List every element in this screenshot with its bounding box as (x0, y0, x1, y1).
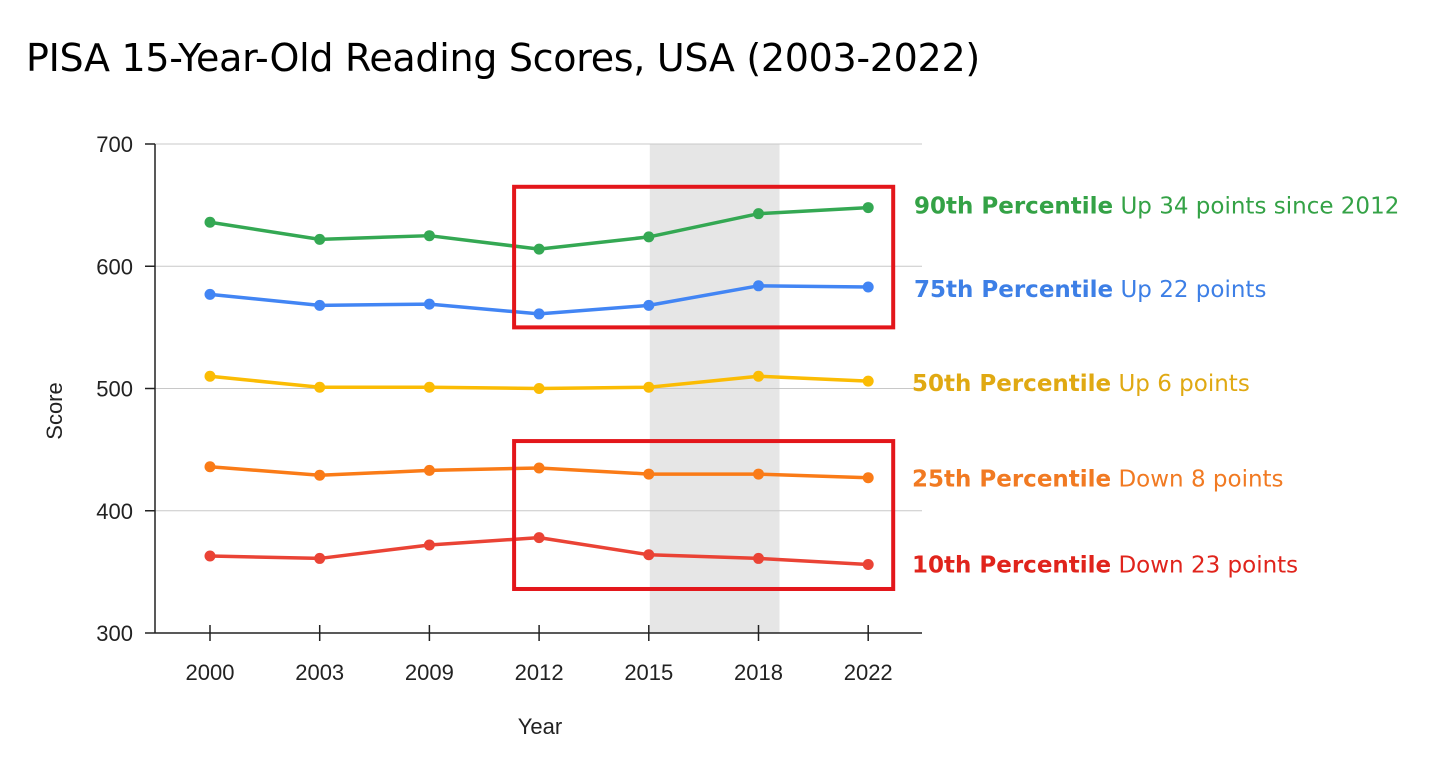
annotation-4: 10th Percentile Down 23 points (912, 553, 1298, 579)
data-point (204, 461, 216, 473)
data-point (204, 288, 216, 300)
data-point (423, 381, 435, 393)
highlight-boxes (512, 184, 896, 591)
annotation-3: 25th Percentile Down 8 points (912, 467, 1284, 493)
data-point (533, 243, 545, 255)
gridlines (155, 143, 922, 512)
data-point (862, 202, 874, 214)
data-point (533, 308, 545, 320)
data-point (862, 472, 874, 484)
data-point (862, 375, 874, 387)
annotations: 90th Percentile Up 34 points since 2012 7… (912, 194, 1399, 579)
annotation-text: Down 8 points (1111, 467, 1283, 493)
data-point (314, 381, 326, 393)
data-point (314, 233, 326, 245)
annotation-text: Down 23 points (1111, 553, 1298, 579)
annotation-text: Up 34 points since 2012 (1113, 194, 1399, 220)
chart-title: PISA 15-Year-Old Reading Scores, USA (20… (26, 36, 980, 80)
data-point (204, 370, 216, 382)
y-tick-label: 400 (96, 499, 133, 524)
data-point (423, 464, 435, 476)
data-point (862, 559, 874, 571)
annotation-label: 90th Percentile (914, 194, 1113, 220)
data-point (423, 539, 435, 551)
data-point (862, 281, 874, 293)
data-point (423, 298, 435, 310)
x-tick-label: 2022 (844, 660, 893, 685)
series-4 (204, 532, 874, 571)
annotation-label: 75th Percentile (914, 277, 1113, 303)
y-tick-label: 700 (96, 132, 133, 157)
x-tick-label: 2015 (624, 660, 673, 685)
data-point (643, 468, 655, 480)
annotation-1: 75th Percentile Up 22 points (914, 277, 1266, 303)
series-layer (204, 202, 874, 571)
data-point (753, 208, 764, 220)
annotation-label: 10th Percentile (912, 553, 1111, 579)
x-tick-label: 2003 (295, 660, 344, 685)
y-tick-label: 300 (96, 621, 133, 646)
data-point (753, 468, 764, 480)
series-2 (204, 370, 874, 394)
data-point (204, 216, 216, 228)
data-point (643, 549, 655, 561)
axes: 300 400 500 600 700 2000 2003 2009 2012 2015 2018 2… (42, 132, 922, 739)
data-point (533, 532, 545, 544)
y-axis-title: Score (42, 382, 67, 439)
x-tick-label: 2018 (734, 660, 783, 685)
annotation-label: 25th Percentile (912, 467, 1111, 493)
data-point (314, 299, 326, 311)
data-point (533, 462, 545, 474)
x-tick-label: 2012 (515, 660, 564, 685)
data-point (643, 299, 655, 311)
data-point (753, 370, 764, 382)
x-axis-title: Year (518, 714, 562, 739)
y-tick-label: 500 (96, 377, 133, 402)
data-point (314, 552, 326, 564)
data-point (643, 381, 655, 393)
annotation-0: 90th Percentile Up 34 points since 2012 (914, 194, 1399, 220)
series-1 (204, 280, 874, 320)
data-point (533, 383, 545, 394)
annotation-text: Up 22 points (1113, 277, 1266, 303)
data-point (423, 230, 435, 242)
series-3 (204, 461, 874, 484)
series-0 (204, 202, 874, 255)
annotation-label: 50th Percentile (912, 371, 1111, 397)
data-point (643, 231, 655, 243)
data-point (204, 550, 216, 562)
x-tick-label: 2009 (405, 660, 454, 685)
annotation-text: Up 6 points (1111, 371, 1250, 397)
data-point (753, 552, 764, 564)
data-point (753, 280, 764, 292)
annotation-2: 50th Percentile Up 6 points (912, 371, 1250, 397)
highlight-box (512, 184, 896, 330)
x-tick-label: 2000 (186, 660, 235, 685)
highlight-box (512, 439, 896, 591)
data-point (314, 469, 326, 481)
y-tick-label: 600 (96, 254, 133, 279)
